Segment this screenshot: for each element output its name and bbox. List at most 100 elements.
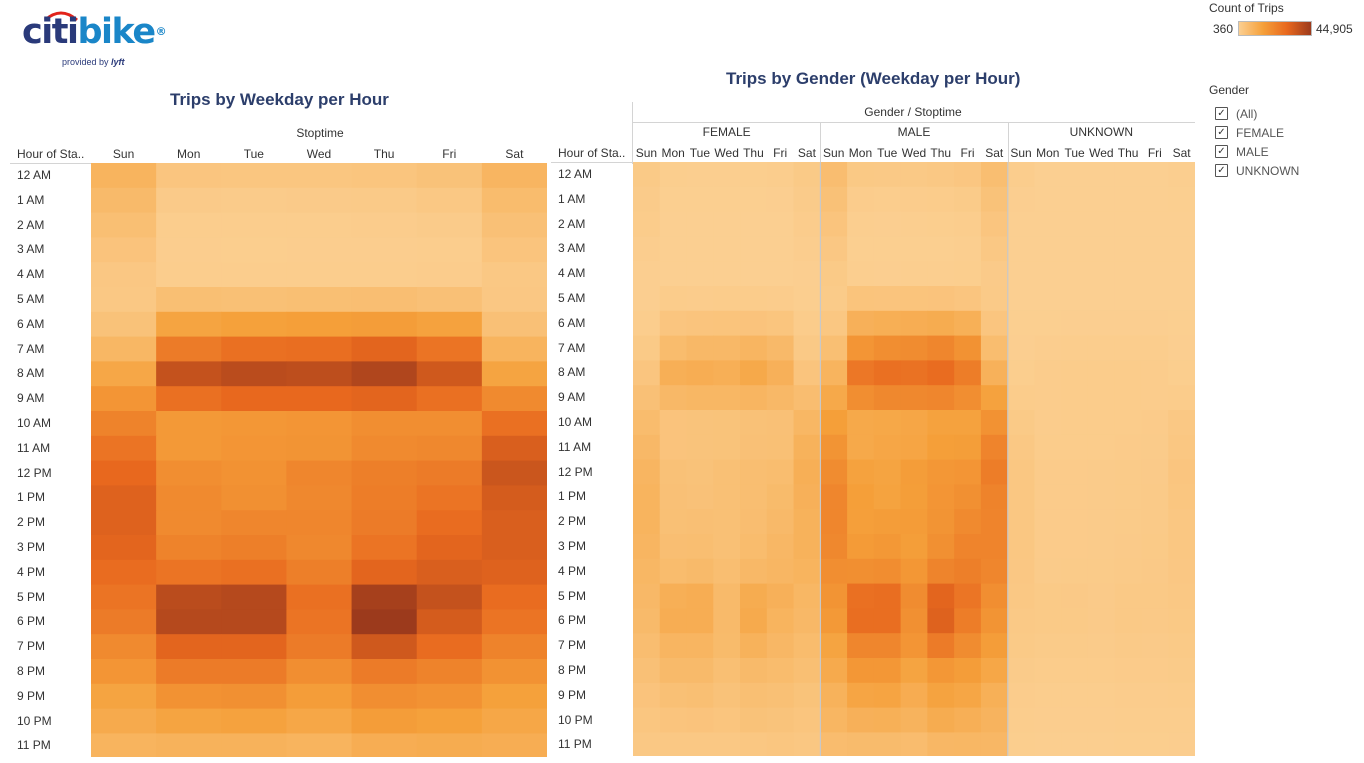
heatmap-cell — [659, 558, 688, 585]
heatmap-cell — [221, 683, 288, 710]
heatmap-cell — [1007, 608, 1036, 634]
heatmap-cell — [980, 286, 1009, 312]
heatmap-cell — [1007, 732, 1036, 756]
heatmap-cell — [659, 732, 688, 756]
filter-option-unknown[interactable]: ✓ UNKNOWN — [1215, 161, 1299, 180]
heatmap-cell — [633, 732, 661, 756]
heatmap-cell — [900, 558, 928, 585]
heatmap-cell — [847, 360, 875, 386]
heatmap-cell — [980, 434, 1009, 461]
heatmap-cell — [1114, 162, 1143, 188]
heatmap-cell — [1141, 608, 1169, 634]
row-label-hour: 10 AM — [17, 416, 52, 430]
heatmap-cell — [481, 584, 547, 610]
heatmap-cell — [740, 261, 768, 287]
heatmap-cell — [633, 162, 661, 188]
heatmap-cell — [900, 682, 928, 709]
heatmap-cell — [659, 434, 688, 461]
heatmap-cell — [1087, 286, 1116, 312]
heatmap-cell — [900, 732, 928, 756]
filter-option-all[interactable]: ✓ (All) — [1215, 104, 1299, 123]
row-label-hour: 10 AM — [558, 415, 593, 429]
heatmap-cell — [980, 211, 1009, 237]
heatmap-cell — [847, 608, 875, 634]
heatmap-cell — [351, 485, 418, 511]
heatmap-cell — [847, 484, 875, 510]
heatmap-cell — [1141, 583, 1169, 609]
heatmap-cell — [659, 162, 688, 188]
row-label-hour: 4 PM — [558, 563, 587, 578]
heatmap-cell — [1087, 658, 1116, 684]
column-label-thu: Thu — [743, 146, 764, 160]
heatmap-cell — [686, 385, 714, 411]
heatmap-cell — [873, 410, 902, 436]
heatmap-cell — [1141, 534, 1169, 560]
heatmap-cell — [954, 608, 982, 634]
filter-option-female[interactable]: ✓ FEMALE — [1215, 123, 1299, 142]
heatmap-cell — [633, 459, 661, 485]
heatmap-cell — [873, 509, 902, 535]
row-label-hour: 1 PM — [17, 490, 46, 505]
heatmap-cell — [659, 286, 688, 312]
heatmap-cell — [481, 187, 547, 214]
heatmap-cell — [873, 310, 902, 337]
heatmap-cell — [416, 287, 483, 313]
heatmap-cell — [633, 558, 661, 585]
filter-option-male[interactable]: ✓ MALE — [1215, 142, 1299, 161]
heatmap-cell — [1141, 658, 1169, 684]
heatmap-cell — [740, 608, 768, 634]
heatmap-cell — [91, 187, 157, 214]
heatmap-cell — [793, 286, 821, 312]
heatmap-cell — [793, 484, 821, 510]
heatmap-cell — [873, 360, 902, 386]
heatmap-cell — [954, 310, 982, 337]
checkbox-checked-icon[interactable]: ✓ — [1215, 107, 1228, 120]
heatmap-cell — [1168, 633, 1195, 659]
heatmap-cell — [481, 361, 547, 387]
heatmap-cell — [156, 460, 222, 486]
heatmap-cell — [351, 708, 418, 734]
heatmap-cell — [91, 510, 157, 536]
heatmap-cell — [927, 682, 955, 709]
heatmap-cell — [221, 361, 288, 387]
checkbox-checked-icon[interactable]: ✓ — [1215, 126, 1228, 139]
heatmap-cell — [156, 386, 222, 412]
heatmap-cell — [873, 608, 902, 634]
row-label-hour: 10 PM — [17, 713, 52, 728]
heatmap-cell — [1007, 310, 1036, 337]
heatmap-cell — [91, 287, 157, 313]
heatmap-cell — [481, 609, 547, 635]
heatmap-cell — [820, 608, 848, 634]
checkbox-checked-icon[interactable]: ✓ — [1215, 164, 1228, 177]
heatmap-cell — [954, 707, 982, 733]
heatmap-cell — [980, 261, 1009, 287]
heatmap-cell — [1168, 509, 1195, 535]
heatmap-cell — [847, 310, 875, 337]
column-label-fri: Fri — [960, 146, 975, 160]
heatmap-cell — [1168, 162, 1195, 188]
row-label-hour: 6 PM — [558, 613, 587, 628]
column-label-sat: Sat — [1172, 146, 1191, 160]
heatmap-cell — [1061, 633, 1089, 659]
heatmap-cell — [1114, 211, 1143, 237]
heatmap-cell — [927, 360, 955, 386]
chart2-row-header[interactable]: Hour of Sta.. — [558, 146, 626, 160]
heatmap-cell — [740, 633, 768, 659]
heatmap-cell — [351, 262, 418, 288]
heatmap-cell — [1141, 385, 1169, 411]
heatmap-cell — [713, 558, 741, 585]
heatmap-cell — [221, 535, 288, 561]
heatmap-cell — [766, 583, 795, 609]
heatmap-cell — [1087, 534, 1116, 560]
heatmap-cell — [900, 658, 928, 684]
heatmap-cell — [1034, 509, 1062, 535]
column-label-sun: Sun — [635, 146, 658, 160]
heatmap-cell — [91, 708, 157, 734]
heatmap-cell — [286, 559, 353, 586]
checkbox-checked-icon[interactable]: ✓ — [1215, 145, 1228, 158]
heatmap-cell — [91, 336, 157, 362]
chart1-row-header[interactable]: Hour of Sta.. — [17, 147, 85, 161]
column-label-wed: Wed — [1089, 146, 1114, 160]
heatmap-cell — [1007, 682, 1036, 709]
heatmap-cell — [221, 733, 288, 757]
